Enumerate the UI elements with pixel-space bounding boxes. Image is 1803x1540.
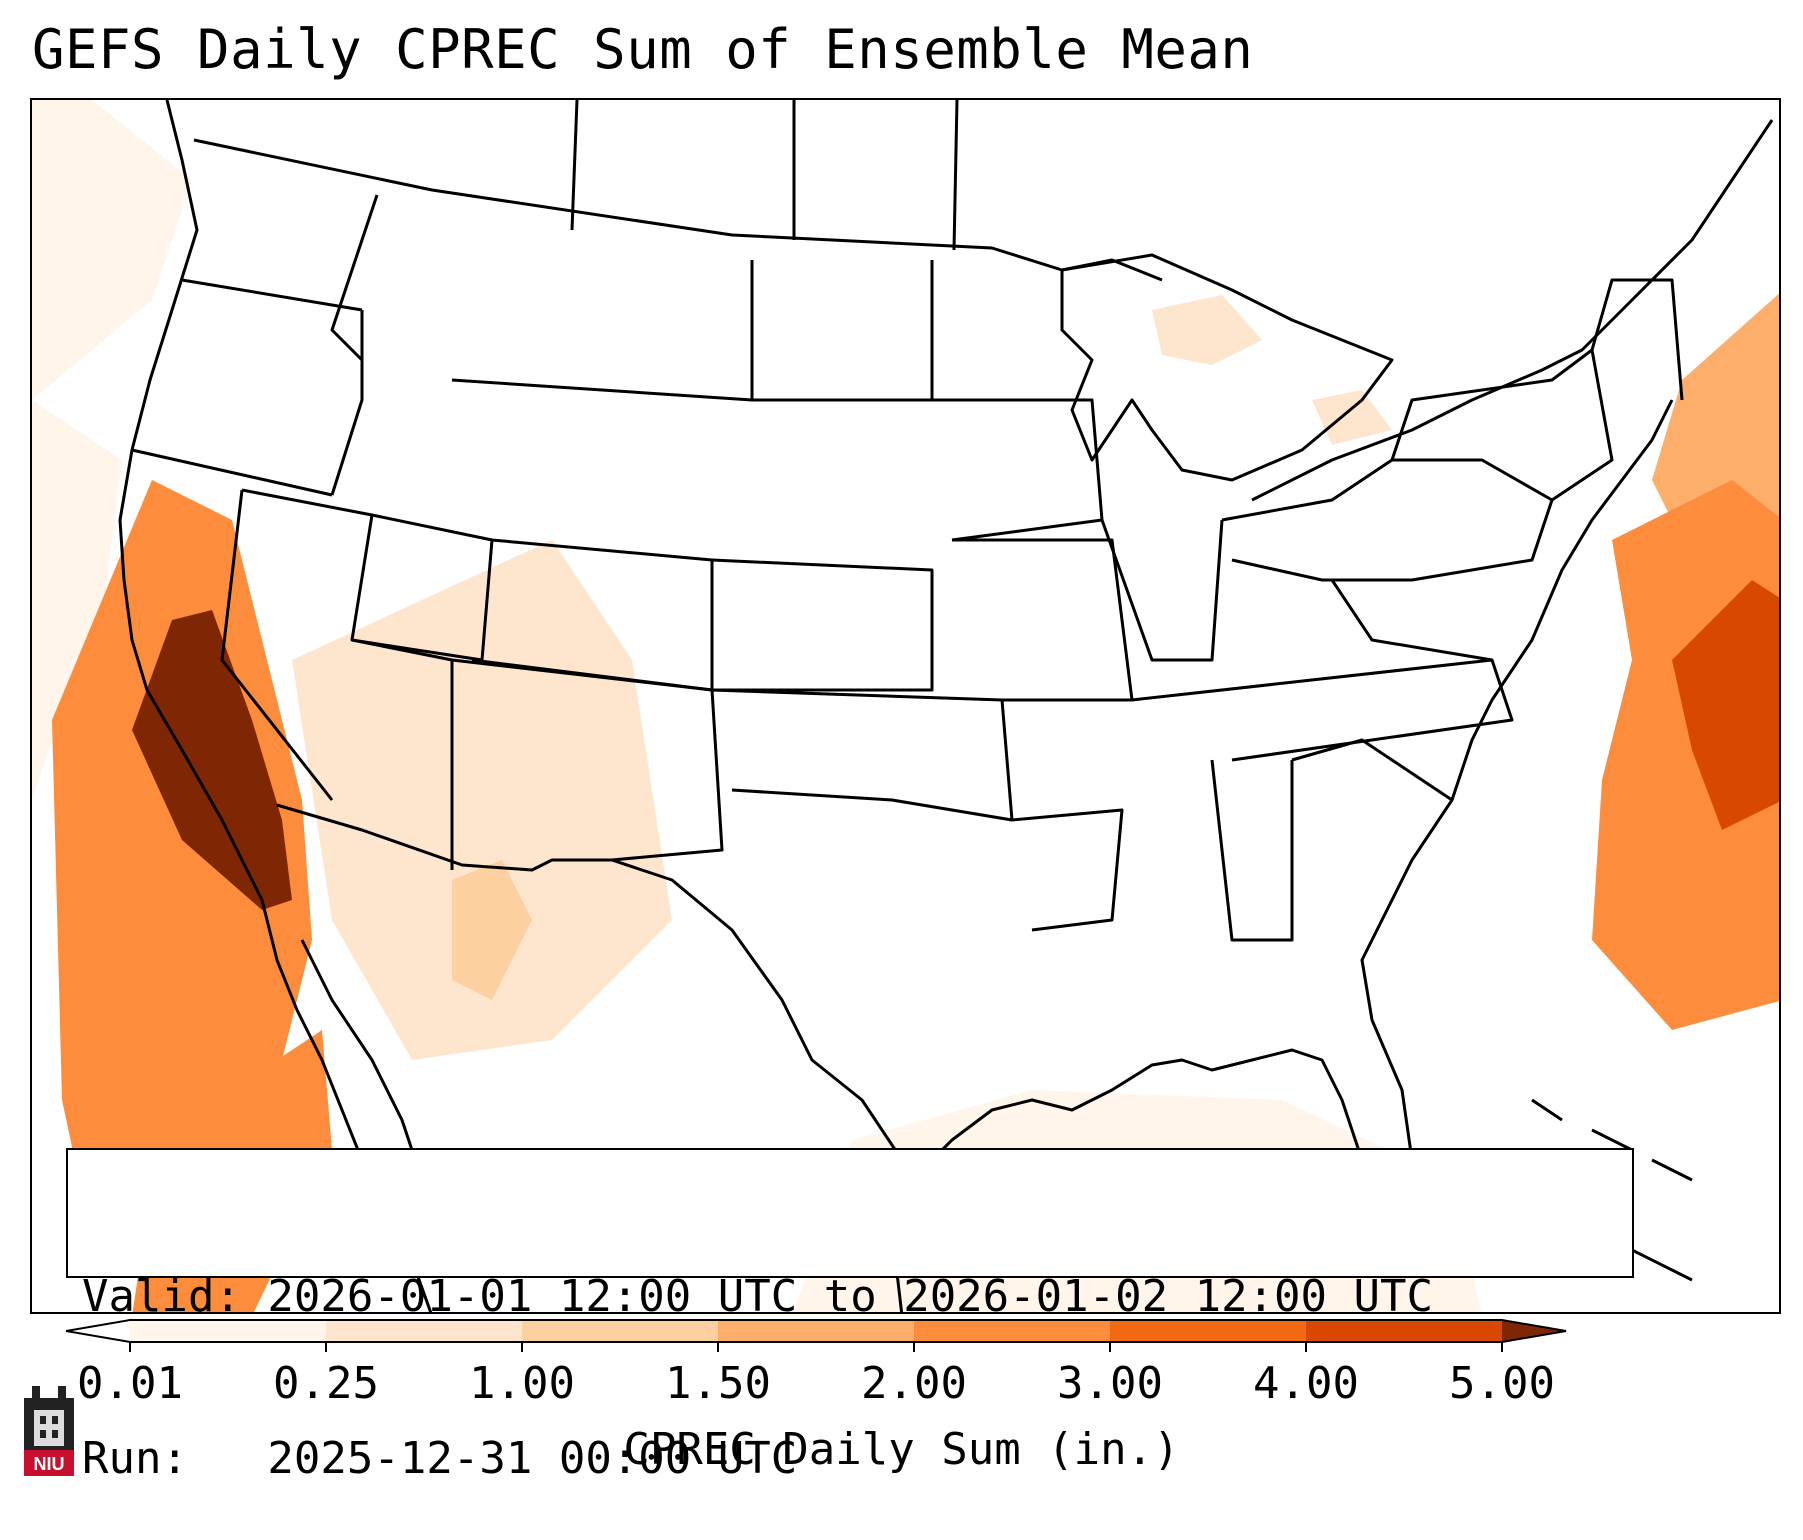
- state-line-id: [330, 310, 364, 496]
- map-title: GEFS Daily CPREC Sum of Ensemble Mean: [32, 18, 1254, 81]
- colorbar-tick-label: 3.00: [1057, 1358, 1163, 1409]
- state-line-la-ms: [1011, 808, 1124, 932]
- gulf-of-california: [300, 939, 424, 1181]
- colorbar: [66, 1319, 1567, 1352]
- colorbar-ticks: [66, 1319, 1567, 1352]
- bahamas-outline: [1531, 1098, 1693, 1182]
- colorbar-under-arrow: [66, 1320, 130, 1342]
- province-line-4: [952, 100, 959, 251]
- precip-atlantic-core: [1672, 580, 1779, 830]
- niu-logo: NIU: [24, 1386, 74, 1476]
- precip-southwest: [292, 540, 672, 1060]
- colorbar-segment: [130, 1320, 327, 1342]
- colorbar-segment: [326, 1320, 523, 1342]
- state-line-wv-va: [1330, 579, 1493, 662]
- colorbar-segment: [1110, 1320, 1307, 1342]
- colorbar-tick-label: 5.00: [1449, 1358, 1555, 1409]
- state-line-ne-ks: [711, 558, 934, 692]
- colorbar-tick-label: 0.01: [77, 1358, 183, 1409]
- colorbar-segment: [914, 1320, 1111, 1342]
- precip-pacific-offshore: [32, 100, 192, 400]
- precip-great-lakes-2: [1312, 390, 1392, 445]
- valid-time-text: Valid: 2026-01-01 12:00 UTC to 2026-01-0…: [82, 1271, 1434, 1322]
- colorbar-tick-label: 4.00: [1253, 1358, 1359, 1409]
- state-line-mo-ar: [952, 538, 1134, 702]
- precip-layer: [32, 100, 1779, 1312]
- colorbar-over-arrow: [1502, 1320, 1566, 1342]
- lake-erie-ontario: [1251, 119, 1774, 502]
- us-mexico-border: [276, 803, 904, 1161]
- info-box: Valid: 2026-01-01 12:00 UTC to 2026-01-0…: [66, 1148, 1634, 1484]
- state-line-or-ca: [131, 448, 333, 497]
- colorbar-segments: [130, 1320, 1503, 1342]
- map-canvas: [32, 100, 1779, 1312]
- map-frame[interactable]: [30, 98, 1781, 1314]
- colorbar-tick-label: 1.50: [665, 1358, 771, 1409]
- precip-california-band: [52, 480, 312, 1240]
- colorbar-tick-label: 1.00: [469, 1358, 575, 1409]
- state-line-oh-pa: [1221, 458, 1554, 582]
- colorbar-tick-label: 2.00: [861, 1358, 967, 1409]
- state-line-al-ga: [1210, 759, 1294, 942]
- state-line-sc-nc: [1291, 738, 1453, 802]
- state-line-il-in: [1100, 519, 1224, 662]
- province-line-2: [570, 100, 579, 231]
- colorbar-segment: [718, 1320, 915, 1342]
- pacific-coastline: [118, 100, 364, 1161]
- canada-us-border: [193, 138, 1163, 282]
- state-line-wa-or: [181, 278, 363, 312]
- colorbar-segment: [522, 1320, 719, 1342]
- precip-great-lakes: [1152, 295, 1262, 365]
- state-line-ny: [1390, 348, 1614, 502]
- run-time-text: Run: 2025-12-31 00:00 UTC: [82, 1433, 798, 1484]
- state-line-ok-tx: [711, 688, 1014, 822]
- great-lakes-shore: [1060, 253, 1394, 482]
- province-line-1: [330, 194, 379, 362]
- state-line-ca-nv: [241, 488, 373, 517]
- state-line-ne: [1590, 278, 1684, 401]
- precip-pacific-offshore-2: [32, 400, 122, 800]
- state-line-nd-sd: [750, 260, 934, 402]
- colorbar-tick-label: 0.25: [273, 1358, 379, 1409]
- state-line-mt-wy: [451, 378, 753, 402]
- logo-text: NIU: [34, 1454, 65, 1474]
- state-line-nv: [220, 489, 334, 801]
- precip-sierra-core: [132, 610, 292, 910]
- state-line-nm-tx: [451, 658, 724, 862]
- precip-arizona: [452, 860, 532, 1000]
- colorbar-segment: [1306, 1320, 1503, 1342]
- colorbar-label: CPREC Daily Sum (in.): [623, 1424, 1180, 1475]
- state-line-ky-tn: [1131, 658, 1514, 762]
- state-line-mn-ia: [932, 398, 1104, 542]
